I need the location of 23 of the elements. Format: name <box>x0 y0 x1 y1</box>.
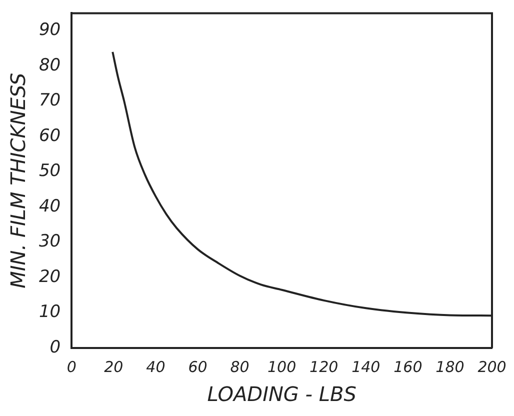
y-axis-title: MIN. FILM THICKNESS <box>6 72 30 288</box>
y-tick-label: 20 <box>38 266 61 287</box>
x-axis-title: LOADING - LBS <box>207 382 357 406</box>
x-tick-label: 160 <box>394 358 422 376</box>
y-tick-label: 70 <box>38 90 61 111</box>
y-tick-label: 80 <box>38 55 61 76</box>
x-tick-label: 200 <box>478 358 506 376</box>
y-tick-label: 0 <box>50 337 61 358</box>
x-tick-label: 100 <box>267 358 296 376</box>
x-tick-label: 20 <box>104 358 124 376</box>
y-tick-label: 10 <box>38 302 61 322</box>
y-tick-label: 40 <box>38 196 61 216</box>
y-tick-label: 90 <box>38 20 61 40</box>
y-tick-label: 30 <box>38 232 61 252</box>
y-tick-label: 60 <box>38 126 61 146</box>
x-tick-label: 0 <box>66 358 76 376</box>
y-tick-label: 50 <box>38 161 61 182</box>
x-tick-label: 60 <box>188 358 208 376</box>
x-tick-label: 180 <box>436 358 464 376</box>
x-tick-label: 40 <box>146 358 166 376</box>
x-tick-label: 120 <box>310 358 338 376</box>
x-tick-label: 140 <box>352 358 380 376</box>
x-tick-label: 80 <box>230 358 250 376</box>
